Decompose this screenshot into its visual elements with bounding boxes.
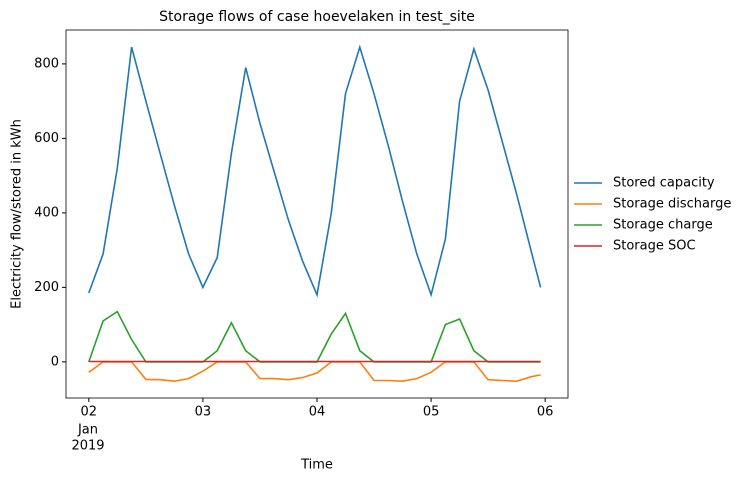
x-tick-label: 06 <box>537 405 554 420</box>
x-tick-label: 02 <box>81 405 98 420</box>
x-tick-sublabel: Jan <box>77 423 98 438</box>
y-tick-label: 0 <box>51 354 59 369</box>
legend-label: Stored capacity <box>613 176 715 191</box>
plot-frame <box>65 29 569 399</box>
legend-label: Storage SOC <box>613 239 696 254</box>
legend-label: Storage discharge <box>613 197 731 212</box>
y-axis-label: Electricity flow/stored in kWh <box>10 119 25 309</box>
x-axis-label: Time <box>300 458 333 473</box>
series-line <box>88 310 541 363</box>
y-tick-label: 400 <box>34 205 59 220</box>
y-tick-label: 200 <box>34 280 59 295</box>
series-line <box>88 44 542 298</box>
series-line <box>88 361 541 383</box>
x-tick-label: 04 <box>309 405 326 420</box>
x-tick-label: 05 <box>423 405 440 420</box>
legend-label: Storage charge <box>613 218 713 233</box>
x-tick-label: 03 <box>195 405 212 420</box>
y-tick-label: 800 <box>34 56 59 71</box>
x-tick-sublabel: 2019 <box>71 439 104 454</box>
y-tick-label: 600 <box>34 131 59 146</box>
chart-title: Storage flows of case hoevelaken in test… <box>159 9 475 25</box>
